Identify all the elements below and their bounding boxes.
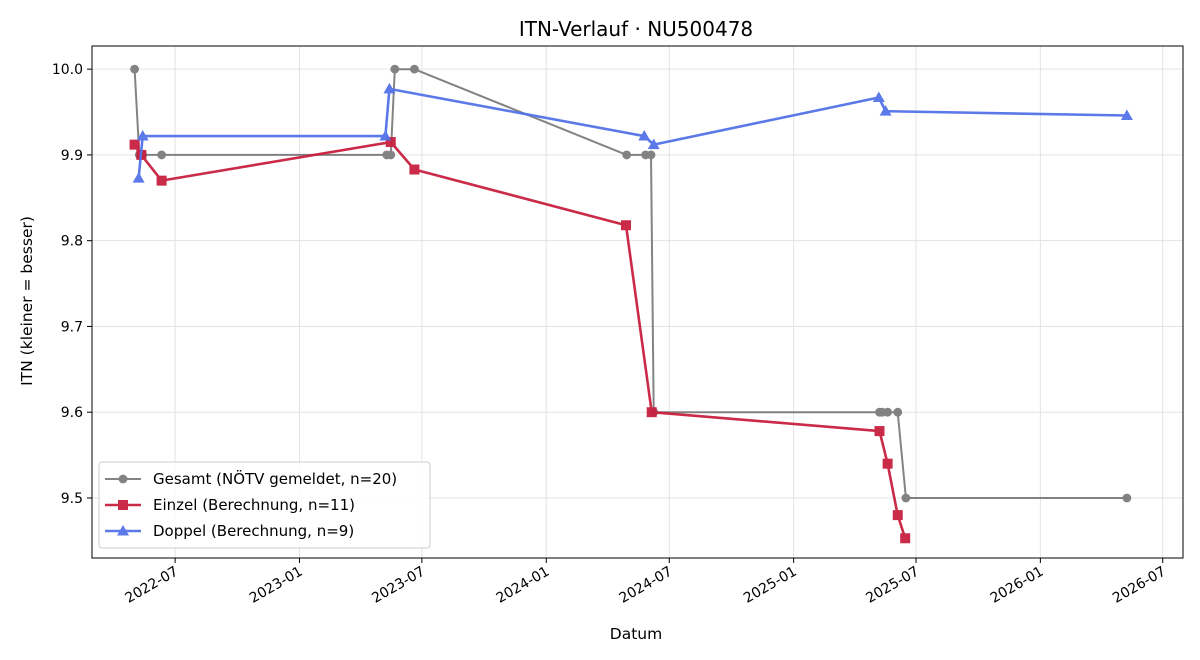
data-point	[157, 150, 167, 160]
data-point	[130, 64, 139, 74]
legend-label: Einzel (Berechnung, n=11)	[153, 496, 355, 514]
x-tick-label: 2026-07	[1110, 564, 1169, 607]
data-point	[132, 172, 145, 183]
data-point	[379, 130, 392, 141]
legend-box	[98, 461, 431, 549]
legend-entry	[105, 500, 141, 510]
data-point	[892, 510, 903, 521]
data-point	[410, 64, 419, 74]
legend-marker	[118, 500, 128, 510]
data-point	[621, 220, 632, 231]
series-line	[137, 87, 1127, 179]
y-axis-title: ITN (kleiner = besser)	[18, 216, 36, 386]
data-point	[383, 82, 396, 94]
data-point	[872, 91, 885, 102]
legend: Gesamt (NÖTV gemeldet, n=20) Einzel (Bere…	[98, 461, 431, 549]
y-tick-label: 9.5	[61, 491, 83, 507]
x-axis-title: Datum	[610, 625, 662, 643]
x-tick-label: 2025-01	[741, 564, 800, 607]
data-point	[893, 407, 903, 417]
x-tick-label: 2023-01	[247, 564, 306, 607]
data-point	[409, 164, 420, 175]
data-point	[900, 533, 911, 544]
data-point	[647, 138, 660, 150]
data-point	[646, 407, 657, 418]
data-point	[901, 493, 911, 503]
y-tick-label: 9.8	[61, 234, 83, 250]
data-point	[1122, 493, 1132, 503]
y-tick-label: 9.6	[61, 405, 83, 421]
data-point	[136, 130, 149, 141]
series-1	[130, 64, 1132, 503]
x-tick-label: 2023-07	[369, 564, 428, 607]
plot-frame	[91, 45, 1184, 559]
y-tick-label: 9.9	[61, 148, 83, 164]
chart-title: ITN-Verlauf · NU500478	[519, 17, 753, 41]
data-point	[1120, 109, 1133, 120]
data-point	[638, 130, 651, 141]
data-point	[385, 137, 396, 148]
data-point	[156, 175, 167, 186]
legend-entry	[105, 525, 141, 536]
x-tick-label: 2024-07	[617, 564, 676, 607]
data-point	[874, 426, 885, 437]
x-axis-ticks: 2022-07 2023-01 2023-07 2024-01 2024-07 2025-…	[122, 558, 1169, 607]
x-tick-label: 2025-07	[863, 564, 922, 607]
series-3	[132, 82, 1133, 183]
data-point	[882, 458, 893, 469]
legend-label: Gesamt (NÖTV gemeldet, n=20)	[153, 469, 397, 488]
data-point	[622, 150, 632, 160]
data-point	[879, 105, 892, 116]
legend-marker	[118, 474, 128, 484]
x-tick-label: 2026-01	[988, 564, 1047, 607]
data-point	[386, 150, 396, 160]
series-layer	[129, 64, 1133, 544]
legend-marker	[117, 525, 129, 536]
data-point	[646, 150, 656, 160]
legend-entry	[105, 474, 141, 484]
data-point	[390, 64, 400, 74]
data-point	[883, 407, 893, 417]
x-tick-label: 2024-01	[494, 564, 553, 607]
x-tick-label: 2022-07	[122, 564, 181, 607]
y-tick-label: 10.0	[52, 62, 83, 78]
y-axis-ticks: 9.5 9.6 9.7 9.8 9.9 10.0	[52, 62, 92, 507]
data-point	[129, 139, 140, 150]
y-tick-label: 9.7	[61, 319, 83, 335]
legend-label: Doppel (Berechnung, n=9)	[153, 522, 354, 540]
